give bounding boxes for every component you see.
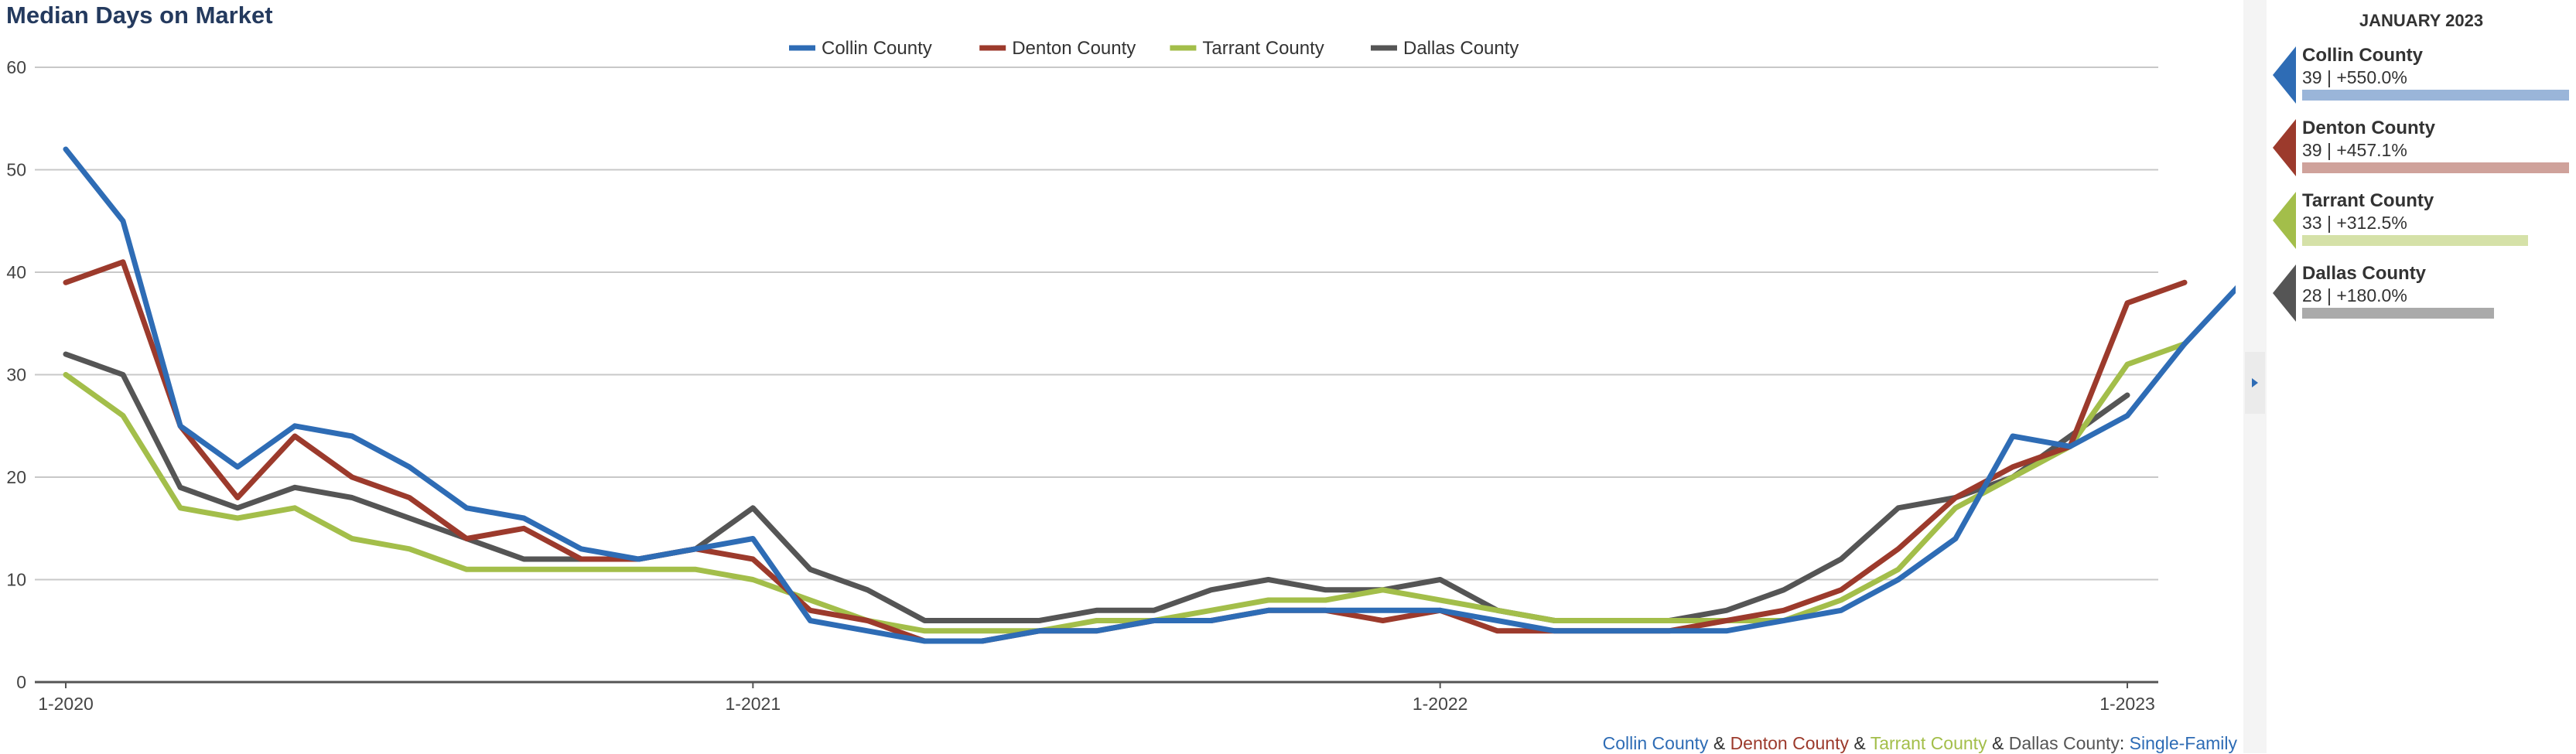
panel-item-name: Denton County (2302, 118, 2435, 138)
pointer-arrow-icon (2273, 192, 2296, 249)
subtitle-segment: Dallas County (2008, 733, 2120, 753)
legend-item[interactable]: Dallas County (1371, 38, 1519, 59)
subtitle-segment: & (1708, 733, 1730, 753)
chart-title: Median Days on Market (6, 2, 273, 29)
legend: Collin County Denton County Tarrant County… (789, 38, 1519, 59)
series-line-collin-county[interactable] (63, 146, 2236, 644)
panel-item[interactable]: Denton County 39 | +457.1% (2267, 118, 2576, 184)
panel-item-name: Tarrant County (2302, 190, 2434, 211)
panel-item-value: 39 | +457.1% (2302, 140, 2407, 160)
panel-item[interactable]: Collin County 39 | +550.0% (2267, 45, 2576, 111)
panel-item-bar (2302, 90, 2569, 101)
series-lines (63, 146, 2236, 644)
pointer-arrow-icon (2273, 119, 2296, 176)
panel-item-value: 28 | +180.0% (2302, 285, 2407, 305)
chart-subtitle: Collin County & Denton County & Tarrant … (1603, 733, 2237, 754)
x-tick-label: 1-2020 (38, 694, 94, 714)
panel-item-name: Dallas County (2302, 263, 2427, 284)
legend-label: Dallas County (1403, 38, 1519, 59)
legend-label: Denton County (1012, 38, 1136, 59)
legend-label: Tarrant County (1202, 38, 1324, 59)
pointer-arrow-icon (2273, 264, 2296, 322)
subtitle-segment: Single-Family (2129, 733, 2237, 753)
panel-item-name: Collin County (2302, 45, 2423, 66)
subtitle-segment: Tarrant County (1870, 733, 1987, 753)
panel-heading: JANUARY 2023 (2359, 11, 2484, 30)
subtitle-segment: & (1987, 733, 2009, 753)
legend-label: Collin County (822, 38, 932, 59)
panel-item-bar (2302, 308, 2494, 319)
series-line-tarrant-county[interactable] (63, 341, 2188, 634)
x-tick-label: 1-2023 (2099, 694, 2155, 714)
panel-item-value: 39 | +550.0% (2302, 67, 2407, 87)
subtitle-segment: & (1849, 733, 1871, 753)
caret-right-icon (2252, 378, 2258, 387)
legend-item[interactable]: Denton County (979, 38, 1136, 59)
subtitle-segment: Denton County (1730, 733, 1849, 753)
y-tick-label: 20 (6, 467, 26, 487)
panel-item-bar (2302, 235, 2528, 246)
x-tick-label: 1-2021 (726, 694, 781, 714)
collapse-panel-button[interactable] (2245, 352, 2265, 414)
y-tick-label: 30 (6, 365, 26, 385)
panel-item-value: 33 | +312.5% (2302, 213, 2407, 233)
panel-item[interactable]: Tarrant County 33 | +312.5% (2267, 190, 2576, 257)
subtitle-segment: Collin County (1602, 733, 1709, 753)
legend-item[interactable]: Tarrant County (1170, 38, 1324, 59)
grid-lines (35, 67, 2158, 684)
y-axis-ticks: 0 10 20 30 40 50 60 (6, 57, 26, 692)
subtitle-segment: : (2119, 733, 2130, 753)
y-tick-label: 10 (6, 570, 26, 590)
y-tick-label: 0 (16, 672, 26, 692)
x-axis-ticks: 1-2020 1-2021 1-2022 1-2023 (38, 682, 2155, 714)
legend-item[interactable]: Collin County (789, 38, 932, 59)
line-chart: 0 10 20 30 40 50 60 1-2020 1-2021 1-2022 1-2023 C… (6, 38, 2236, 714)
panel-item[interactable]: Dallas County 28 | +180.0% (2267, 263, 2576, 329)
series-line-dallas-county[interactable] (63, 351, 2130, 623)
pointer-arrow-icon (2273, 46, 2296, 104)
y-tick-label: 60 (6, 57, 26, 77)
summary-panel: JANUARY 2023 Collin County 39 | +550.0% De… (2267, 0, 2576, 753)
panel-item-bar (2302, 162, 2569, 173)
x-tick-label: 1-2022 (1413, 694, 1468, 714)
y-tick-label: 50 (6, 160, 26, 180)
y-tick-label: 40 (6, 262, 26, 282)
